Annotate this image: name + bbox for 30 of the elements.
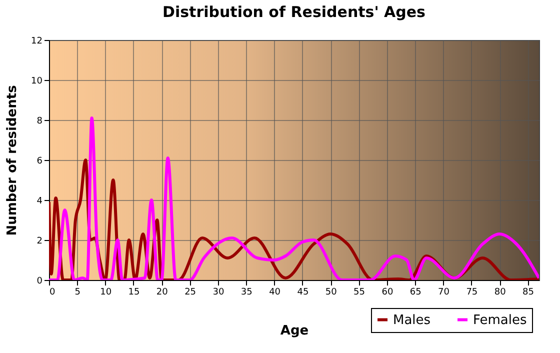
y-tick-label: 4: [36, 196, 43, 206]
x-tick-label: 45: [297, 288, 309, 298]
y-tick-label: 10: [31, 76, 43, 86]
x-tick-label: 50: [325, 288, 338, 298]
y-axis-title: Number of residents: [5, 84, 20, 236]
x-tick-label: 10: [100, 288, 112, 298]
x-tick-label: 40: [269, 288, 281, 298]
x-tick-label: 30: [212, 288, 224, 298]
x-tick-label: 35: [240, 288, 252, 298]
x-tick-label: 15: [128, 288, 140, 298]
legend-label: Females: [473, 312, 528, 328]
y-tick-label: 0: [36, 276, 43, 286]
legend-label: Males: [393, 312, 431, 328]
y-tick-label: 6: [36, 156, 43, 166]
x-axis-title: Age: [280, 324, 309, 338]
x-tick-label: 65: [410, 288, 422, 298]
y-tick-label: 12: [31, 36, 42, 46]
x-tick-label: 60: [382, 288, 394, 298]
x-tick-label: 80: [494, 288, 506, 298]
x-tick-label: 25: [184, 288, 196, 298]
x-tick-label: 75: [466, 288, 478, 298]
x-tick-label: 55: [354, 288, 365, 298]
x-tick-label: 20: [156, 288, 168, 298]
chart-title: Distribution of Residents' Ages: [162, 3, 426, 21]
y-tick-label: 2: [36, 236, 42, 246]
x-tick-label: 0: [50, 288, 56, 298]
x-tick-label: 70: [438, 288, 450, 298]
y-tick-label: 8: [36, 116, 43, 126]
x-tick-label: 85: [522, 288, 534, 298]
x-tick-label: 5: [74, 288, 81, 298]
